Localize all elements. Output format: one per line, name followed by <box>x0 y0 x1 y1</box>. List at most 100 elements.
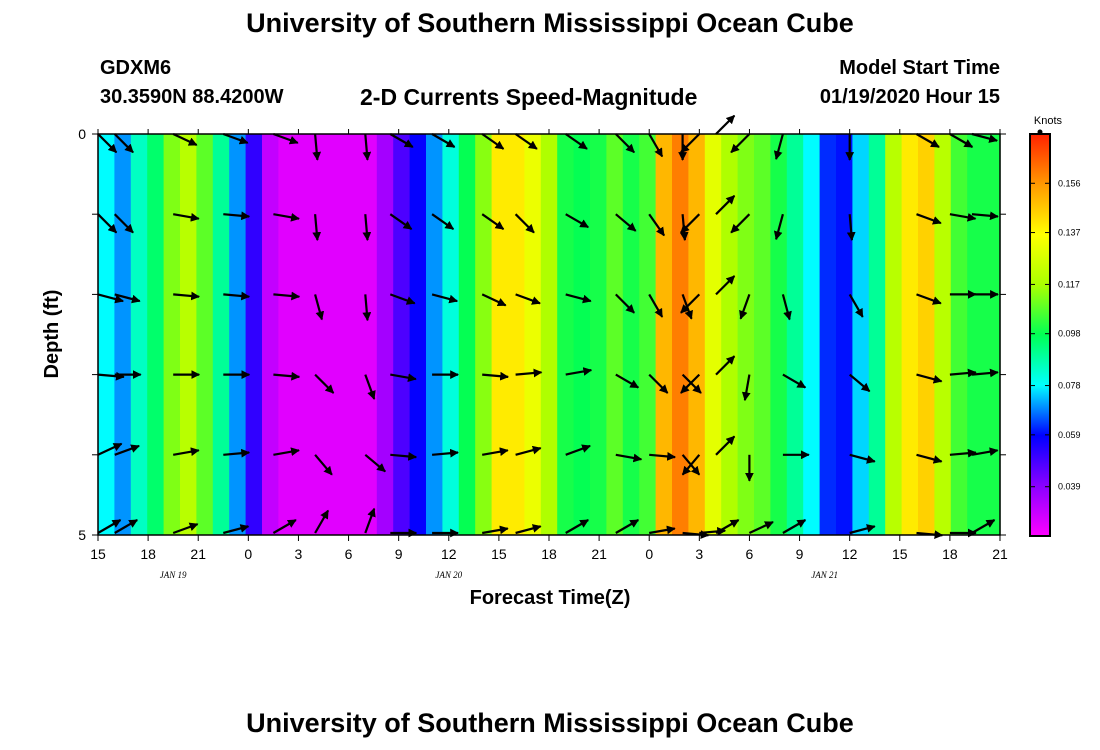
x-tick-label: 21 <box>190 546 206 562</box>
current-vector <box>314 454 333 476</box>
x-tick-label: 3 <box>295 546 303 562</box>
heatmap-cell <box>458 134 476 535</box>
current-vector <box>273 132 299 145</box>
heatmap-cell <box>376 134 394 535</box>
heatmap-cell <box>294 134 312 535</box>
heatmap-cell <box>819 134 837 535</box>
heatmap-cell <box>606 134 624 535</box>
date-label: JAN 21 <box>811 570 838 580</box>
heatmap-cell <box>98 134 115 535</box>
current-vector <box>482 371 509 381</box>
colorbar-tick-label: 0.117 <box>1058 279 1080 289</box>
heatmap-cell <box>327 134 345 535</box>
current-vector <box>748 521 774 534</box>
date-label: JAN 20 <box>435 570 462 580</box>
current-vector <box>715 519 740 534</box>
current-vector <box>565 444 591 456</box>
current-vector <box>971 211 999 221</box>
station-coordinates: 30.3590N 88.4200W <box>100 86 284 108</box>
current-vector <box>730 133 751 154</box>
colorbar-tick-label: 0.039 <box>1058 482 1081 492</box>
current-vector <box>223 524 250 535</box>
heatmap-cell <box>967 134 985 535</box>
current-vector <box>916 373 943 384</box>
current-vector <box>314 294 325 321</box>
current-vector <box>615 293 635 314</box>
current-vector <box>715 114 736 135</box>
model-start-label: Model Start Time <box>839 57 1000 79</box>
x-tick-label: 9 <box>796 546 804 562</box>
current-vector <box>848 373 871 393</box>
current-vector <box>565 293 592 304</box>
heatmap-cell <box>508 134 525 535</box>
x-tick-label: 21 <box>992 546 1008 562</box>
x-tick-label: 6 <box>746 546 754 562</box>
heatmap-cell <box>950 134 968 535</box>
current-vector <box>739 294 751 320</box>
heatmap-cell <box>491 134 509 535</box>
current-vector <box>971 447 999 457</box>
heatmap-cell <box>655 134 673 535</box>
current-vector <box>680 133 701 154</box>
current-vector <box>173 291 200 301</box>
heatmap-cell <box>786 134 804 535</box>
heatmap-cell <box>130 134 148 535</box>
heatmap-cell <box>934 134 952 535</box>
current-vector <box>482 447 509 457</box>
current-vector <box>364 507 376 534</box>
current-vector <box>481 293 507 307</box>
current-vector <box>515 445 542 456</box>
heatmap-cell <box>360 134 378 535</box>
current-vector <box>915 133 940 148</box>
heatmap-cell <box>688 134 706 535</box>
current-vector <box>715 355 736 376</box>
colorbar-gradient <box>1029 133 1051 537</box>
current-vector <box>715 275 736 296</box>
current-vector <box>565 133 588 150</box>
current-vector <box>849 453 876 464</box>
current-vector <box>482 525 509 535</box>
current-vector <box>648 213 666 237</box>
heatmap-cell <box>393 134 411 535</box>
current-vector <box>916 453 943 464</box>
x-tick-label: 0 <box>645 546 653 562</box>
current-vector <box>916 293 942 305</box>
current-vector <box>648 293 664 318</box>
colorbar-tick-label: 0.059 <box>1058 430 1081 440</box>
heatmap-cell <box>196 134 214 535</box>
heatmap-cell <box>262 134 279 535</box>
current-vector <box>273 447 300 457</box>
heatmap-cell <box>770 134 788 535</box>
page-title: University of Southern Mississippi Ocean… <box>246 8 854 38</box>
current-vector <box>273 291 301 301</box>
x-tick-label: 6 <box>345 546 353 562</box>
current-vector <box>431 293 459 304</box>
current-vector <box>949 212 977 222</box>
heatmap-cell <box>754 134 771 535</box>
x-tick-label: 12 <box>842 546 858 562</box>
current-vector <box>113 133 134 154</box>
heatmap-cell <box>836 134 853 535</box>
x-tick-label: 18 <box>942 546 958 562</box>
current-vector <box>97 371 125 381</box>
x-tick-label: 18 <box>140 546 156 562</box>
current-vector <box>715 195 736 215</box>
current-vector <box>390 373 417 383</box>
y-tick-label: 0 <box>78 126 86 142</box>
heatmap-cell <box>278 134 296 535</box>
colorbar-tick-label: 0.137 <box>1058 228 1081 238</box>
heatmap-cell <box>311 134 329 535</box>
colorbar-tick-label: 0.098 <box>1058 329 1081 339</box>
current-vector <box>514 213 535 234</box>
current-vector <box>971 368 999 378</box>
y-axis-title: Depth (ft) <box>41 290 63 379</box>
current-vector <box>680 373 701 394</box>
current-vector <box>431 133 456 148</box>
current-vector <box>916 213 942 225</box>
current-vector <box>113 213 134 234</box>
heatmap-cell <box>229 134 247 535</box>
x-tick-label: 3 <box>695 546 703 562</box>
current-vector <box>389 213 413 231</box>
heatmap-cell <box>163 134 181 535</box>
